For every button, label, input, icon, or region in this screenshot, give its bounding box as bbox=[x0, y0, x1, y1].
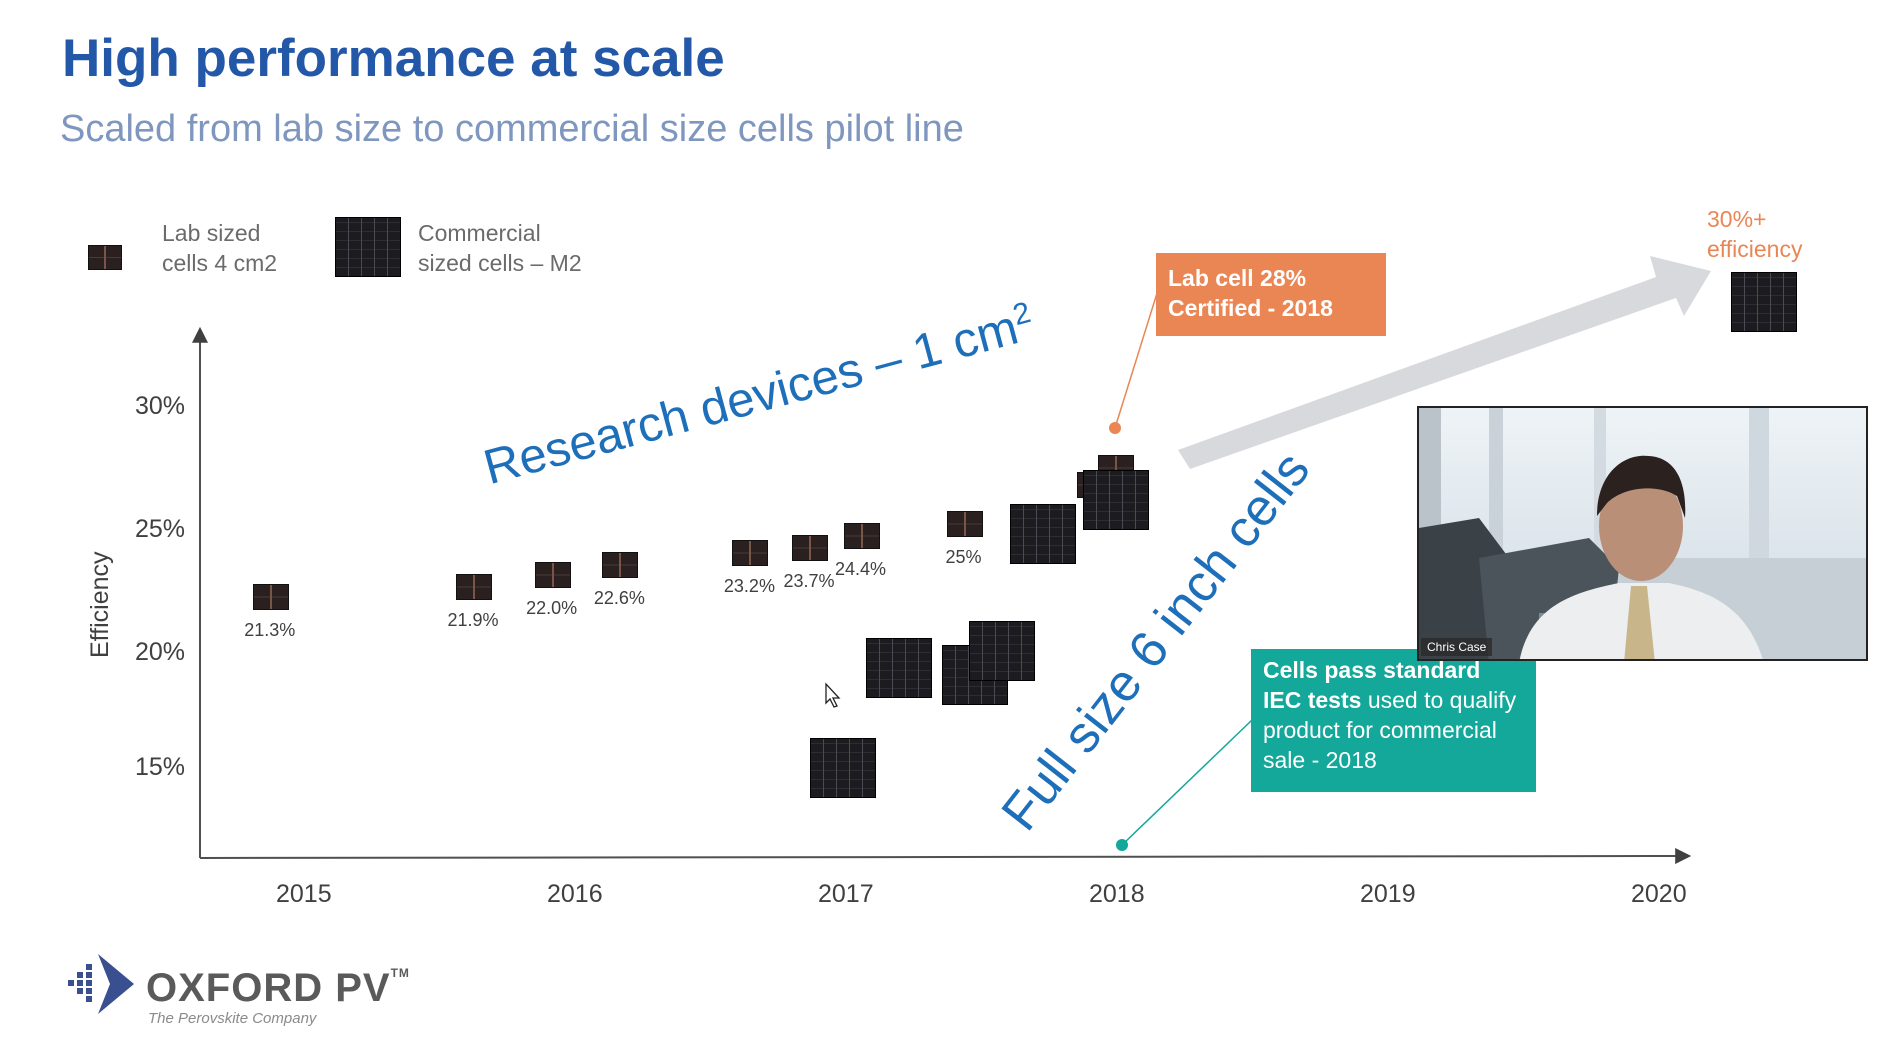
lab-cell-point bbox=[946, 511, 983, 537]
data-label: 21.9% bbox=[447, 610, 499, 631]
data-label: 23.7% bbox=[783, 571, 835, 592]
iec-bold-text: Cells pass standard IEC tests bbox=[1263, 657, 1481, 713]
legend-lab-line1: Lab sized bbox=[162, 220, 261, 246]
iec-rest-text: used to qualify product for commercial s… bbox=[1263, 687, 1517, 773]
iec-tests-callout: Cells pass standard IEC tests used to qu… bbox=[1251, 649, 1536, 792]
legend-commercial-line1: Commercial bbox=[418, 220, 541, 246]
logo-wordmark: OXFORD PVTM bbox=[146, 966, 410, 1011]
data-label: 24.4% bbox=[835, 559, 887, 580]
logo-tagline: The Perovskite Company bbox=[148, 1010, 317, 1027]
x-tick-2018: 2018 bbox=[1089, 880, 1145, 908]
data-label: 23.2% bbox=[723, 576, 775, 597]
lab-cell-point bbox=[534, 562, 571, 589]
m2-cell-point bbox=[1010, 503, 1077, 564]
y-tick-15: 15% bbox=[135, 753, 186, 781]
lab-cell-point bbox=[792, 535, 829, 562]
target-m2-cell bbox=[1731, 272, 1797, 332]
lab-cell-line2: Certified - 2018 bbox=[1168, 295, 1333, 321]
slide-title: High performance at scale bbox=[62, 29, 725, 88]
trend-arrow bbox=[1178, 256, 1711, 469]
lab-cell-certified-callout: Lab cell 28% Certified - 2018 bbox=[1156, 253, 1386, 336]
y-tick-20: 20% bbox=[135, 638, 186, 666]
participant-name-tag: Chris Case bbox=[1421, 638, 1493, 656]
lab-cell-marker bbox=[1109, 422, 1121, 434]
x-tick-2020: 2020 bbox=[1631, 880, 1687, 908]
data-label: 25% bbox=[945, 547, 982, 567]
lab-cell-point bbox=[602, 552, 639, 579]
target-line2: efficiency bbox=[1707, 236, 1803, 262]
lab-cell-point bbox=[252, 584, 289, 611]
x-tick-2017: 2017 bbox=[818, 880, 874, 908]
data-label: 21.3% bbox=[244, 620, 296, 641]
data-label: 22.0% bbox=[526, 598, 578, 619]
m2-cell-point bbox=[809, 738, 876, 798]
lab-cell-line1: Lab cell 28% bbox=[1168, 265, 1307, 291]
m2-cell-point bbox=[866, 637, 933, 698]
lab-cell-point bbox=[456, 574, 493, 601]
logo-trademark: TM bbox=[390, 966, 410, 980]
lab-cell-point bbox=[732, 540, 769, 567]
x-axis bbox=[199, 848, 1692, 865]
lab-cell-point bbox=[843, 523, 880, 550]
target-line1: 30%+ bbox=[1707, 206, 1767, 232]
legend: Lab sized cells 4 cm2 Commercial sized c… bbox=[80, 215, 620, 285]
data-label: 22.6% bbox=[593, 588, 645, 609]
efficiency-target-label: 30%+ efficiency bbox=[1707, 204, 1802, 264]
m2-cell-legend-icon bbox=[335, 217, 401, 277]
oxford-pv-logo-icon bbox=[68, 954, 134, 1014]
video-feed bbox=[1419, 408, 1866, 659]
legend-lab-line2: cells 4 cm2 bbox=[162, 250, 278, 276]
legend-commercial-label: Commercial sized cells – M2 bbox=[418, 218, 582, 278]
y-tick-30: 30% bbox=[135, 392, 186, 420]
x-tick-2019: 2019 bbox=[1360, 880, 1416, 908]
video-tile[interactable]: Chris Case bbox=[1417, 406, 1868, 661]
logo-name: OXFORD PV bbox=[146, 966, 391, 1010]
iec-marker bbox=[1116, 839, 1128, 851]
m2-cell-point bbox=[969, 620, 1036, 681]
iec-connector bbox=[1121, 719, 1253, 846]
m2-cell-point bbox=[1083, 469, 1150, 530]
lab-cell-connector bbox=[1114, 289, 1159, 429]
legend-lab-label: Lab sized cells 4 cm2 bbox=[162, 218, 277, 278]
legend-commercial-line2: sized cells – M2 bbox=[418, 250, 582, 276]
mouse-cursor-icon bbox=[825, 682, 841, 708]
x-tick-2016: 2016 bbox=[547, 880, 603, 908]
slide-subtitle: Scaled from lab size to commercial size … bbox=[60, 108, 964, 150]
x-tick-2015: 2015 bbox=[276, 880, 332, 908]
y-tick-25: 25% bbox=[135, 515, 186, 543]
lab-cell-legend-icon bbox=[88, 245, 122, 270]
